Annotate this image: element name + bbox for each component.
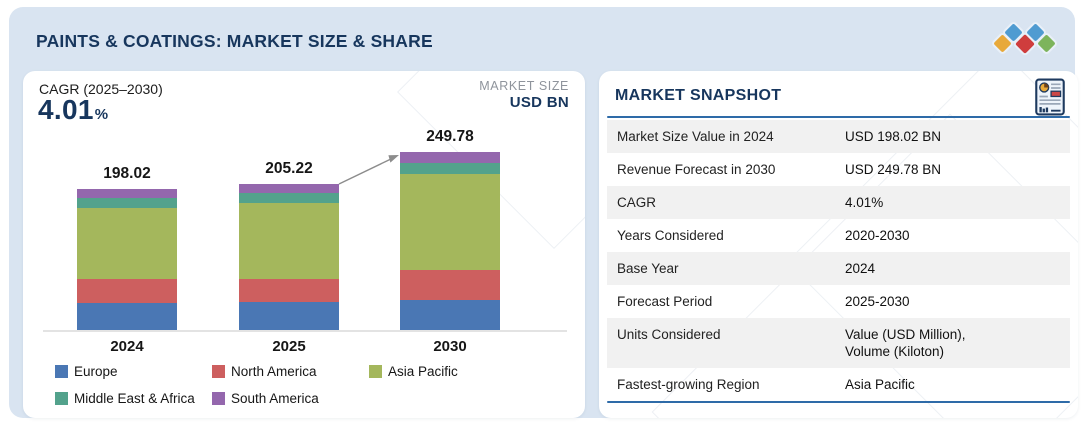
bar-segment-europe: [77, 302, 177, 330]
row-value: USD 198.02 BN: [845, 129, 942, 144]
bar-segment-europe: [239, 301, 339, 330]
bar-total-label: 249.78: [426, 128, 474, 146]
growth-arrow: [338, 155, 399, 185]
bar-segment-middle-east-africa: [400, 163, 500, 174]
bar-segment-europe: [400, 299, 500, 330]
cagr-label: CAGR (2025–2030): [39, 81, 163, 97]
table-row: Forecast Period 2025-2030: [607, 285, 1070, 318]
report-icon: [1035, 78, 1065, 116]
row-value: Value (USD Million), Volume (Kiloton): [845, 327, 966, 359]
table-row: Years Considered 2020-2030: [607, 219, 1070, 252]
bar-total-label: 198.02: [103, 165, 151, 182]
bar-segment-middle-east-africa: [77, 198, 177, 208]
table-row: Revenue Forecast in 2030 USD 249.78 BN: [607, 153, 1070, 186]
row-value: 2020-2030: [845, 228, 910, 243]
usd-bn-label: USD BN: [509, 94, 569, 111]
row-value: Asia Pacific: [845, 377, 915, 392]
brand-logo: [984, 19, 1064, 65]
page-title: PAINTS & COATINGS: MARKET SIZE & SHARE: [36, 31, 433, 51]
row-label: Years Considered: [617, 228, 724, 243]
table-row: Fastest-growing Region Asia Pacific: [607, 368, 1070, 401]
market-snapshot-card: MARKET SNAPSHOT Market Size Value in 202…: [599, 71, 1078, 418]
bar-segment-north-america: [77, 278, 177, 303]
row-label: Revenue Forecast in 2030: [617, 162, 776, 177]
row-label: Base Year: [617, 261, 679, 276]
bar-segment-asia-pacific: [77, 207, 177, 279]
snapshot-bottom-rule: [607, 401, 1070, 403]
row-label: Market Size Value in 2024: [617, 129, 774, 144]
bar-segment-north-america: [239, 278, 339, 302]
snapshot-title: MARKET SNAPSHOT: [615, 87, 782, 104]
cagr-number: 4.01: [38, 94, 94, 125]
row-value: 4.01%: [845, 195, 884, 210]
row-label: Units Considered: [617, 327, 721, 342]
bar-total-label: 205.22: [265, 159, 313, 177]
bar-segment-south-america: [77, 189, 177, 199]
x-axis-label: 2025: [272, 338, 306, 355]
row-value: 2025-2030: [845, 294, 910, 309]
row-label: Fastest-growing Region: [617, 377, 760, 392]
table-row: Units Considered Value (USD Million), Vo…: [607, 318, 1070, 368]
x-axis-label: 2024: [110, 338, 144, 355]
market-size-chart-card: CAGR (2025–2030) 4.01% MARKET SIZE USD B…: [23, 71, 585, 418]
row-label: CAGR: [617, 195, 657, 210]
x-axis-line: [43, 330, 567, 332]
table-row: Base Year 2024: [607, 252, 1070, 285]
x-axis-label: 2030: [433, 338, 467, 355]
bar-segment-south-america: [400, 152, 500, 164]
axis-unit-note: MARKET SIZE USD BN: [479, 79, 569, 111]
stacked-bar-chart: 198.02 2024 205.22 2025 249.78 2030: [23, 71, 585, 418]
infographic-background: PAINTS & COATINGS: MARKET SIZE & SHARE C…: [9, 7, 1078, 418]
snapshot-table: Market Size Value in 2024 USD 198.02 BN …: [607, 120, 1070, 403]
bar-segment-asia-pacific: [239, 202, 339, 279]
bar-segment-asia-pacific: [400, 173, 500, 270]
bar-segment-north-america: [400, 269, 500, 300]
table-row: Market Size Value in 2024 USD 198.02 BN: [607, 120, 1070, 153]
market-size-label: MARKET SIZE: [479, 79, 569, 93]
row-value: USD 249.78 BN: [845, 162, 942, 177]
table-row: CAGR 4.01%: [607, 186, 1070, 219]
bar-segment-middle-east-africa: [239, 193, 339, 203]
bar-segment-south-america: [239, 183, 339, 194]
row-label: Forecast Period: [617, 294, 713, 309]
cagr-value: 4.01%: [38, 94, 108, 126]
cagr-percent-sign: %: [94, 106, 109, 123]
snapshot-top-rule: [607, 116, 1070, 118]
row-value: 2024: [845, 261, 876, 276]
